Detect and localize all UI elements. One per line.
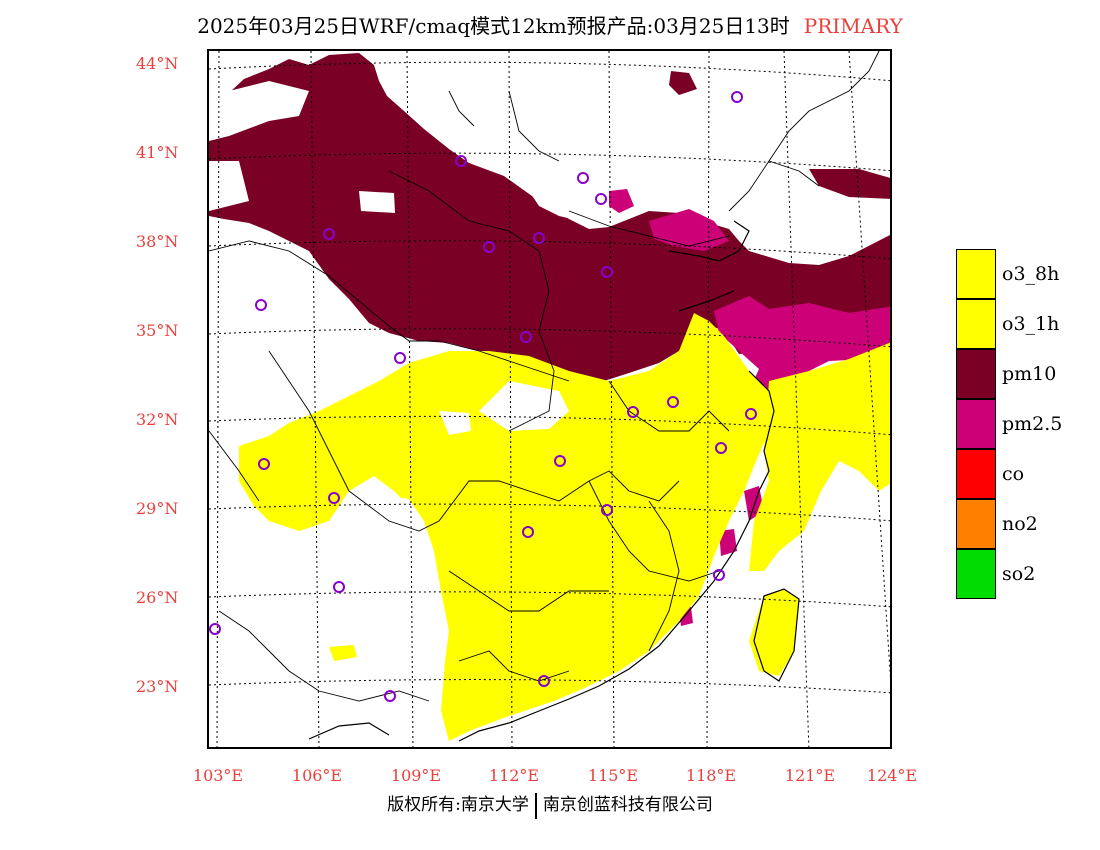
lat-label-44: 44°N	[136, 54, 179, 73]
footer-divider	[534, 792, 537, 819]
station-marker	[258, 458, 270, 470]
copyright-right: 南京创蓝科技有限公司	[542, 795, 713, 815]
legend-swatch	[956, 499, 996, 549]
station-marker	[455, 155, 467, 167]
legend-label: so2	[1002, 563, 1036, 585]
pm10-region	[209, 53, 890, 387]
legend-swatch	[956, 299, 996, 349]
pm10-patch-ne1	[669, 71, 697, 95]
station-marker	[520, 331, 532, 343]
station-marker	[595, 193, 607, 205]
station-marker	[394, 352, 406, 364]
pm10-gap-ordos	[359, 191, 395, 213]
station-marker	[745, 408, 757, 420]
map-title: 2025年03月25日WRF/cmaq模式12km预报产品:03月25日13时 P…	[0, 10, 1100, 39]
lat-label-29: 29°N	[136, 499, 179, 518]
legend-swatch	[956, 449, 996, 499]
legend-label: no2	[1002, 513, 1038, 535]
pm10-gap-north	[209, 81, 309, 141]
station-marker	[601, 266, 613, 278]
lat-label-41: 41°N	[136, 143, 179, 162]
lon-label-118: 118°E	[685, 766, 737, 785]
station-marker	[538, 675, 550, 687]
legend-swatch	[956, 549, 996, 599]
lat-label-23: 23°N	[136, 677, 179, 696]
province-borders	[209, 51, 880, 702]
pm25-region-hebei	[649, 209, 729, 251]
o3-taiwan	[749, 589, 799, 676]
station-marker	[577, 172, 589, 184]
station-marker	[323, 228, 335, 240]
station-marker	[328, 492, 340, 504]
lat-label-35: 35°N	[136, 321, 179, 340]
legend-label: o3_8h	[1002, 263, 1060, 285]
lon-label-121: 121°E	[784, 766, 836, 785]
lon-label-103: 103°E	[192, 766, 244, 785]
pm10-nw-gap	[209, 161, 249, 211]
copyright-left: 版权所有:南京大学	[387, 795, 529, 815]
station-marker	[209, 623, 221, 635]
station-markers	[209, 91, 757, 702]
lat-label-32: 32°N	[136, 410, 179, 429]
lon-label-124: 124°E	[866, 766, 918, 785]
station-marker	[667, 396, 679, 408]
station-marker	[627, 406, 639, 418]
title-text: 2025年03月25日WRF/cmaq模式12km预报产品:03月25日13时	[197, 14, 790, 38]
lon-label-109: 109°E	[390, 766, 442, 785]
pm25-patch-bj	[609, 189, 634, 213]
lon-label-115: 115°E	[587, 766, 639, 785]
coastline	[308, 220, 800, 742]
station-marker	[384, 690, 396, 702]
station-marker	[715, 442, 727, 454]
o3-gap-central	[479, 381, 569, 431]
legend-label: pm2.5	[1002, 413, 1063, 435]
station-marker	[333, 581, 345, 593]
primary-flag: PRIMARY	[803, 14, 903, 38]
legend-swatch	[956, 249, 996, 299]
legend-label: co	[1002, 463, 1025, 485]
o3-gap-sichuan	[239, 491, 431, 701]
pm25-coast-2	[719, 529, 737, 556]
station-marker	[601, 504, 613, 516]
lon-label-106: 106°E	[291, 766, 343, 785]
map-panel[interactable]	[207, 49, 892, 749]
legend-swatch	[956, 399, 996, 449]
o3-gap-2	[439, 411, 471, 435]
copyright-footer: 版权所有:南京大学 南京创蓝科技有限公司	[0, 790, 1100, 819]
station-marker	[522, 526, 534, 538]
lon-label-112: 112°E	[488, 766, 540, 785]
station-marker	[483, 241, 495, 253]
pm25-region-shandong	[714, 296, 890, 396]
o3-hainan	[329, 645, 357, 661]
station-marker	[554, 455, 566, 467]
legend-label: o3_1h	[1002, 313, 1060, 335]
station-marker	[731, 91, 743, 103]
station-marker	[255, 299, 267, 311]
pm10-patch-ne2	[809, 169, 890, 199]
lat-label-38: 38°N	[136, 232, 179, 251]
legend-label: pm10	[1002, 363, 1057, 385]
station-marker	[713, 569, 725, 581]
station-marker	[533, 232, 545, 244]
legend-swatch	[956, 349, 996, 399]
graticule	[209, 51, 890, 747]
lat-label-26: 26°N	[136, 588, 179, 607]
